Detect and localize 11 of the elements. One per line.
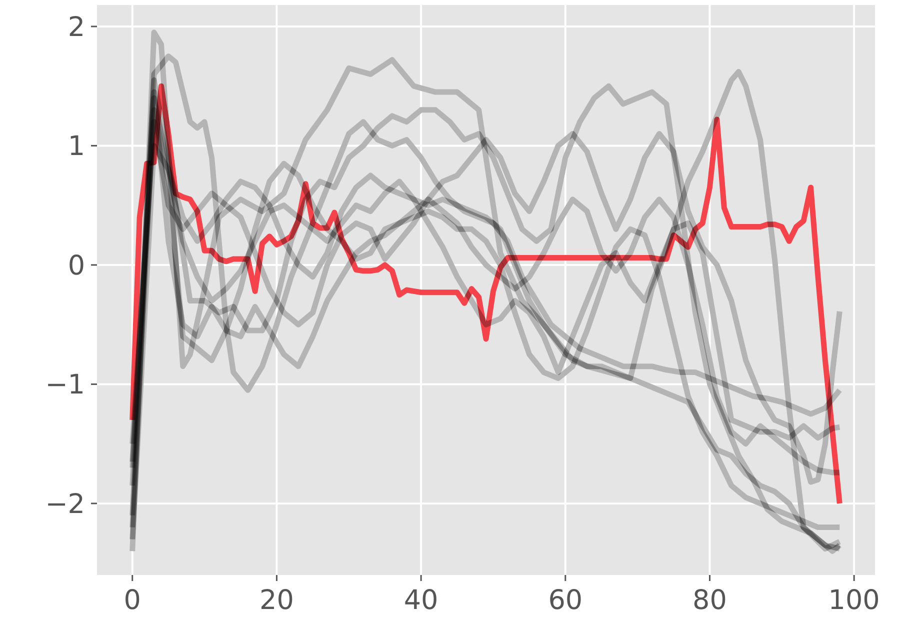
y-tick-label: 0 — [68, 250, 85, 282]
x-tick-label: 20 — [260, 585, 294, 616]
y-tick-label: 2 — [68, 12, 85, 43]
x-tick-label: 40 — [404, 585, 438, 616]
y-tick-label: −1 — [45, 370, 85, 401]
y-tick-label: −2 — [45, 488, 85, 520]
x-tick-label: 60 — [548, 585, 583, 616]
y-tick-label: 1 — [68, 131, 85, 162]
x-tick-label: 100 — [828, 585, 880, 616]
x-tick-label: 0 — [124, 585, 141, 616]
x-tick-label: 80 — [692, 585, 727, 616]
